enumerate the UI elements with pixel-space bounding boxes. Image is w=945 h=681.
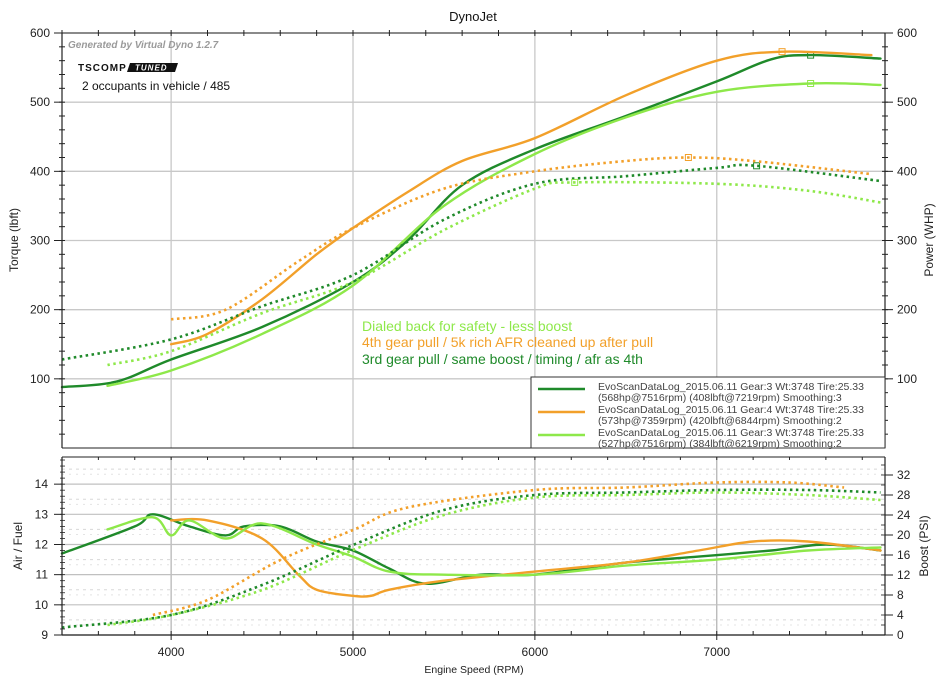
- series-line-gear4-s2-afr: [169, 517, 882, 598]
- series-line-gear3-s3-power-whp-: [60, 53, 882, 389]
- y-tick-label-boost: 12: [897, 568, 911, 582]
- legend-entry-1-line1: EvoScanDataLog_2015.06.11 Gear:3 Wt:3748…: [598, 381, 864, 393]
- y-tick-label-boost: 32: [897, 468, 911, 482]
- legend-box: [530, 376, 886, 449]
- y-tick-label-torque: 400: [30, 164, 50, 178]
- legend: EvoScanDataLog_2015.06.11 Gear:3 Wt:3748…: [530, 376, 886, 450]
- logo-text-tuned: TUNED: [135, 64, 168, 73]
- series-line-gear3-s3-torque-lbft-: [61, 163, 881, 361]
- legend-entry-3-line1: EvoScanDataLog_2015.06.11 Gear:3 Wt:3748…: [598, 427, 864, 439]
- series-line-gear4-s2-power-whp-: [169, 50, 873, 346]
- afr-boost-plot: 9 10 11 12 13 14 0 4 8 12 16 20 24 28 32 4000 5000 6000 70…: [11, 456, 931, 676]
- y-axis-label-boost: Boost (PSI): [917, 515, 931, 576]
- legend-entry-2-line2: (573hp@7359rpm) (420lbft@6844rpm) Smooth…: [598, 415, 842, 427]
- series-line-gear4-s2-torque-lbft-: [170, 156, 872, 321]
- series-line-gear3-s3-boost: [61, 488, 881, 629]
- bottom-axes: 9 10 11 12 13 14 0 4 8 12 16 20 24 28 32 4000 5000 6000 70…: [35, 456, 911, 659]
- y-tick-label-power: 500: [897, 95, 917, 109]
- y-tick-label-boost: 4: [897, 608, 904, 622]
- series-line-gear4-s2-boost: [152, 480, 845, 617]
- y-tick-label-torque: 300: [30, 234, 50, 248]
- series-line-gear3-s2-boost: [107, 491, 881, 627]
- legend-entry-1-line2: (568hp@7516rpm) (408lbft@7219rpm) Smooth…: [598, 392, 842, 404]
- occupants-note: 2 occupants in vehicle / 485: [82, 79, 230, 93]
- tscomp-logo: TSCOMP TUNED: [78, 63, 178, 74]
- annotation-4th-gear: 4th gear pull / 5k rich AFR cleaned up a…: [362, 334, 653, 350]
- x-tick-label: 6000: [522, 645, 549, 659]
- top-axes: 100 100 200 200 300 300 400 400 500 500 600 600: [30, 26, 917, 449]
- generator-note: Generated by Virtual Dyno 1.2.7: [68, 40, 219, 51]
- x-axis-label: Engine Speed (RPM): [424, 664, 523, 676]
- peak-marker: [753, 162, 761, 170]
- y-tick-label-boost: 28: [897, 488, 911, 502]
- annotation-dialed-back: Dialed back for safety - less boost: [362, 318, 572, 334]
- x-tick-label: 5000: [340, 645, 367, 659]
- peak-marker: [807, 79, 815, 87]
- legend-entry-3-line2: (527hp@7516rpm) (384lbft@6219rpm) Smooth…: [598, 438, 842, 450]
- logo-text-tscomp: TSCOMP: [78, 63, 127, 74]
- y-tick-label-boost: 0: [897, 628, 904, 642]
- y-tick-label-torque: 200: [30, 303, 50, 317]
- logo-badge: [127, 63, 178, 72]
- y-tick-label-power: 200: [897, 303, 917, 317]
- y-tick-label-boost: 24: [897, 508, 911, 522]
- y-tick-label-afr: 14: [35, 477, 49, 491]
- peak-marker: [778, 48, 786, 56]
- y-tick-label-afr: 9: [41, 628, 48, 642]
- peak-marker: [684, 154, 692, 161]
- x-tick-label: 4000: [158, 645, 185, 659]
- y-tick-label-torque: 100: [30, 372, 50, 386]
- y-tick-label-afr: 12: [35, 537, 49, 551]
- y-tick-label-afr: 11: [36, 568, 49, 582]
- series-line-gear3-s3-afr: [60, 513, 882, 585]
- y-tick-label-power: 300: [897, 234, 917, 248]
- chart-title: DynoJet: [449, 9, 497, 24]
- peak-marker: [571, 178, 579, 186]
- y-tick-label-power: 600: [897, 26, 917, 40]
- y-axis-label-afr: Air / Fuel: [11, 522, 25, 570]
- legend-entry-2-line1: EvoScanDataLog_2015.06.11 Gear:4 Wt:3748…: [598, 404, 864, 416]
- y-tick-label-boost: 20: [897, 528, 911, 542]
- y-tick-label-power: 400: [897, 164, 917, 178]
- power-torque-plot: 100 100 200 200 300 300 400 400 500 500 600 600 Gen…: [7, 26, 936, 450]
- y-tick-label-torque: 600: [30, 26, 50, 40]
- y-tick-label-afr: 13: [35, 507, 49, 521]
- series-line-gear3-s2-afr: [106, 516, 882, 577]
- series-line-gear3-s2-power-whp-: [106, 81, 882, 387]
- y-tick-label-afr: 10: [35, 598, 49, 612]
- top-series-group: [60, 48, 882, 389]
- y-tick-label-boost: 16: [897, 548, 911, 562]
- bottom-series-group: [60, 480, 882, 629]
- x-tick-label: 7000: [703, 645, 730, 659]
- y-tick-label-torque: 500: [30, 95, 50, 109]
- annotation-3rd-gear: 3rd gear pull / same boost / timing / af…: [362, 351, 643, 367]
- y-tick-label-boost: 8: [897, 588, 904, 602]
- y-axis-label-power: Power (WHP): [922, 203, 936, 276]
- y-axis-label-torque: Torque (lbft): [7, 208, 21, 272]
- y-tick-label-power: 100: [897, 372, 917, 386]
- bottom-grid: [62, 457, 885, 636]
